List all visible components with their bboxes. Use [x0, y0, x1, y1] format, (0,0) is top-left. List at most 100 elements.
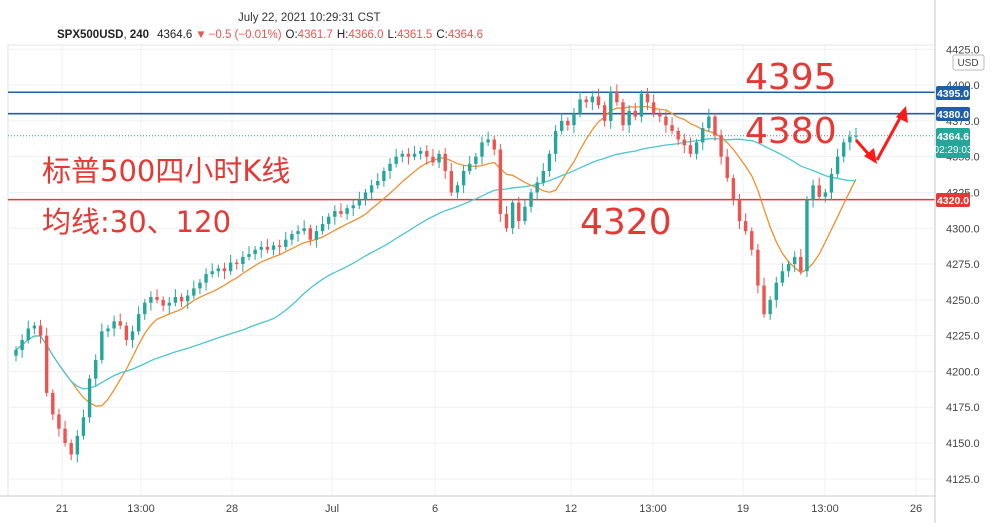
usd-unit-box: USD — [952, 54, 985, 71]
candle-body — [173, 296, 178, 303]
candle-body — [664, 116, 668, 126]
candle-body — [26, 328, 30, 340]
candle-body — [259, 246, 263, 250]
y-tick-label: 4175.0 — [946, 402, 980, 414]
candle-body — [241, 256, 245, 265]
candle-body — [277, 245, 282, 247]
arrow-down-head-icon — [864, 148, 877, 164]
candle-body — [835, 156, 840, 174]
candle-body — [799, 256, 803, 272]
candle-body — [400, 153, 404, 157]
candle-body — [842, 142, 846, 157]
candle-body — [535, 182, 539, 193]
candle-body — [87, 378, 92, 418]
candle-body — [363, 192, 368, 200]
usd-unit-text: USD — [957, 58, 978, 69]
candle-body — [425, 150, 429, 157]
candle-body — [345, 208, 349, 214]
candle-body — [541, 170, 545, 183]
candle-body — [701, 128, 705, 143]
candle-body — [106, 328, 110, 332]
candle-body — [271, 245, 276, 250]
candle-body — [308, 228, 313, 240]
x-tick-label: 6 — [432, 503, 438, 515]
candle-body — [351, 205, 355, 209]
header-datetime: July 22, 2021 10:29:31 CST — [238, 12, 381, 24]
candle-body — [382, 170, 386, 182]
x-tick-label: 26 — [910, 503, 922, 515]
down-triangle-icon: ▼ — [195, 29, 206, 41]
candle-body — [510, 202, 515, 229]
candle-body — [566, 120, 570, 126]
candle-body — [327, 216, 331, 224]
candle-body — [762, 285, 766, 315]
candle-body — [204, 274, 208, 283]
candle-body — [431, 156, 435, 163]
y-tick-label: 4425.0 — [946, 44, 980, 56]
candle-body — [265, 246, 270, 250]
candle-body — [615, 92, 619, 103]
candle-body — [461, 170, 466, 186]
badge-4395: 4395.0 — [936, 86, 970, 100]
y-tick-label: 4225.0 — [946, 331, 980, 343]
axis-layer: 4125.0 4150.0 4175.0 4200.0 4225.0 4250.0 4275… — [0, 0, 980, 523]
candle-body — [805, 199, 809, 272]
candle-body — [38, 325, 43, 336]
candle-body — [633, 110, 637, 117]
candle-body — [216, 268, 221, 272]
badge-4380-bg — [936, 107, 970, 121]
candle-body — [118, 321, 122, 326]
candle-body — [412, 153, 417, 157]
header-o-value: 4361.7 — [298, 29, 333, 41]
candle-body — [676, 130, 680, 140]
x-tick-label: 21 — [56, 503, 68, 515]
badge-4320-bg — [936, 193, 970, 207]
candle-body — [333, 211, 337, 217]
candle-body — [486, 139, 490, 143]
candle-body — [51, 392, 55, 415]
y-tick-label: 4250.0 — [946, 295, 980, 307]
badge-4320: 4320.0 — [936, 193, 970, 207]
x-tick-label: 19 — [737, 503, 749, 515]
x-tick-label: 12 — [565, 503, 577, 515]
candle-body — [124, 325, 129, 340]
candle-body — [44, 335, 49, 393]
candle-body — [504, 213, 509, 229]
candle-body — [339, 211, 343, 214]
candle-body — [639, 93, 644, 117]
annotation-title-line1: 标普500四小时K线 — [42, 154, 290, 188]
candle-body — [14, 349, 18, 356]
x-tick-label: Jul — [325, 503, 339, 515]
candle-body — [406, 153, 411, 157]
candle-body — [823, 192, 828, 197]
x-tick-label: 13:00 — [127, 503, 155, 515]
arrow-up-line — [875, 117, 902, 161]
candle-body — [418, 150, 423, 154]
y-tick-label: 4150.0 — [946, 438, 980, 450]
header-h-value: 4366.0 — [348, 29, 383, 41]
badge-4395-bg — [936, 86, 970, 100]
candle-body — [437, 153, 441, 163]
candle-body — [602, 105, 607, 121]
candle-body — [130, 331, 135, 340]
candle-body — [627, 110, 631, 126]
candle-body — [247, 254, 251, 257]
badge-4380: 4380.0 — [936, 107, 970, 121]
candle-layer — [14, 84, 858, 463]
candle-body — [792, 256, 797, 265]
candle-body — [167, 302, 171, 306]
candle-body — [817, 185, 821, 197]
grid-layer — [7, 44, 936, 497]
candle-body — [149, 296, 153, 303]
candle-body — [750, 231, 754, 250]
candle-body — [198, 282, 202, 289]
badge-countdown-text: 02:29:03 — [934, 145, 973, 156]
candle-body — [388, 163, 392, 171]
candle-body — [369, 185, 374, 193]
arrow-up-head-icon — [896, 106, 908, 123]
candle-body — [682, 139, 687, 146]
candle-body — [854, 135, 858, 137]
candle-body — [480, 142, 484, 157]
